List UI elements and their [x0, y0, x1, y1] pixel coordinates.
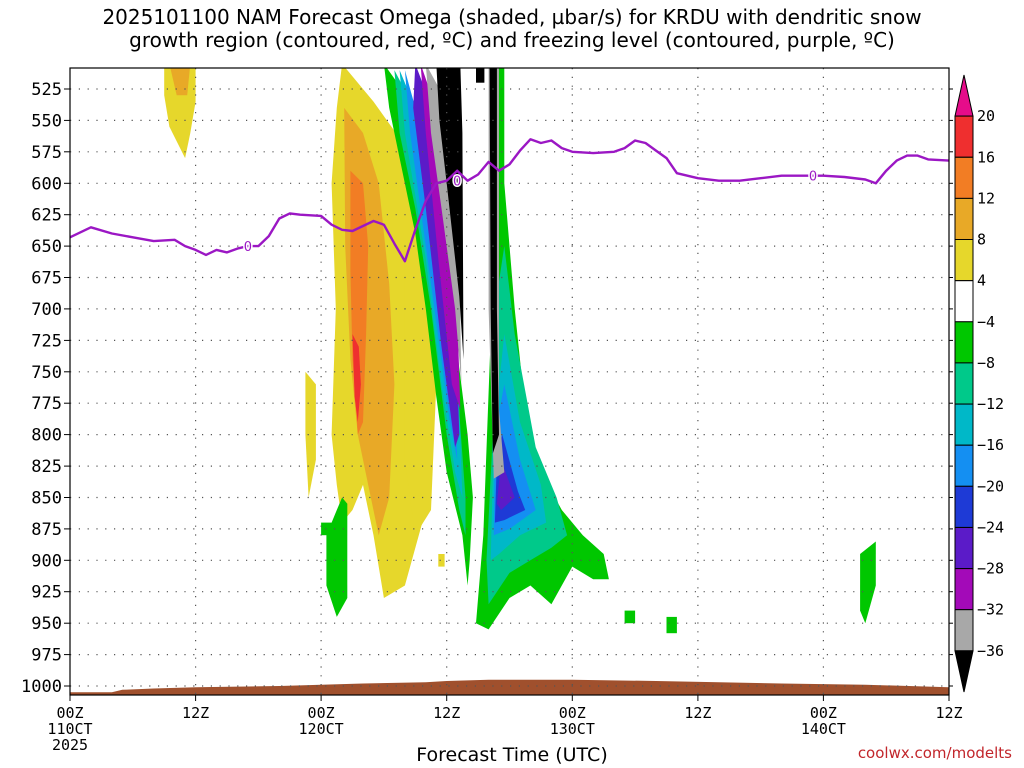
plot-frame	[69, 67, 950, 696]
y-axis: 525 550 575 600 625 650 675 700 725 750 775 800 825 8…	[21, 80, 953, 697]
y-tick-label: 650	[31, 237, 62, 257]
y-tick-label: 600	[31, 174, 62, 194]
colorbar-swatch	[954, 239, 974, 282]
colorbar-swatch	[954, 485, 974, 528]
y-tick-label: 1000	[21, 677, 62, 697]
y-tick-label: 725	[31, 331, 62, 351]
colorbar-swatch	[954, 609, 974, 652]
colorbar-label: 8	[977, 231, 986, 249]
freezing-level-line	[70, 138, 949, 263]
x-tick-label: 00Z	[810, 704, 837, 722]
colorbar-swatch	[954, 280, 974, 323]
chart-title: 2025101100 NAM Forecast Omega (shaded, µ…	[0, 6, 1024, 52]
y-tick-label: 875	[31, 520, 62, 540]
y-tick-label: 775	[31, 394, 62, 414]
omega-region	[624, 610, 636, 624]
x-tick-label: 00Z	[308, 704, 335, 722]
y-tick-label: 950	[31, 614, 62, 634]
y-tick-label: 850	[31, 489, 62, 509]
x-axis-label: Forecast Time (UTC)	[416, 744, 608, 766]
x-tick-label: 12Z	[684, 704, 711, 722]
freezing-level-label: 0	[244, 240, 252, 255]
omega-region	[305, 371, 316, 498]
colorbar-label: −8	[977, 354, 995, 372]
y-tick-label: 975	[31, 646, 62, 666]
y-tick-label: 750	[31, 363, 62, 383]
omega-region	[326, 497, 348, 617]
omega-region	[666, 616, 677, 634]
omega-region	[420, 68, 461, 410]
colorbar-label: 4	[977, 272, 986, 290]
colorbar-label: 12	[977, 189, 995, 207]
y-tick-label: 575	[31, 143, 62, 163]
freezing-level-label: 0	[809, 170, 817, 185]
x-tick-label: 120CT	[299, 720, 344, 738]
colorbar-label: −12	[977, 395, 1004, 413]
title-line-1: 2025101100 NAM Forecast Omega (shaded, µ…	[102, 5, 922, 29]
omega-region	[413, 68, 460, 448]
x-tick-label: 12Z	[182, 704, 209, 722]
y-tick-label: 925	[31, 583, 62, 603]
x-tick-label: 130CT	[550, 720, 595, 738]
y-tick-label: 550	[31, 111, 62, 131]
colorbar: 20 16 12 8 4 −4 −8 −12 −16 −20 −24 −28 −32 −36	[954, 74, 1004, 693]
colorbar-swatch	[954, 527, 974, 570]
y-tick-label: 825	[31, 457, 62, 477]
colorbar-swatch	[954, 403, 974, 446]
omega-region	[476, 68, 485, 83]
x-tick-label: 12Z	[433, 704, 460, 722]
y-tick-label: 675	[31, 269, 62, 289]
ground-layer	[70, 679, 949, 695]
colorbar-label: −20	[977, 477, 1004, 495]
colorbar-swatch	[954, 321, 974, 364]
credit-link[interactable]: coolwx.com/modelts	[857, 744, 1012, 762]
x-tick-label: 2025	[52, 736, 88, 754]
y-tick-label: 525	[31, 80, 62, 100]
y-tick-label: 800	[31, 426, 62, 446]
colorbar-swatch	[954, 156, 974, 199]
omega-region	[352, 334, 361, 423]
y-tick-label: 625	[31, 206, 62, 226]
colorbar-swatch	[954, 444, 974, 487]
ground-surface	[70, 679, 949, 695]
freezing-level-label: 0	[453, 175, 461, 190]
title-line-2: growth region (contoured, red, ºC) and f…	[129, 28, 895, 52]
omega-region	[438, 554, 445, 567]
colorbar-label: −32	[977, 601, 1004, 619]
colorbar-cap-top	[954, 74, 974, 117]
colorbar-label: −28	[977, 560, 1004, 578]
colorbar-swatch	[954, 197, 974, 240]
colorbar-label: −24	[977, 519, 1004, 537]
colorbar-cap-bottom	[954, 650, 974, 693]
y-tick-label: 700	[31, 300, 62, 320]
x-tick-label: 00Z	[559, 704, 586, 722]
colorbar-label: −16	[977, 436, 1004, 454]
x-tick-label: 00Z	[56, 704, 83, 722]
omega-region	[426, 68, 462, 385]
omega-region	[860, 541, 876, 624]
colorbar-swatch	[954, 115, 974, 158]
colorbar-label: 16	[977, 148, 995, 166]
x-tick-label: 12Z	[935, 704, 962, 722]
x-tick-label: 110CT	[47, 720, 92, 738]
colorbar-label: −36	[977, 642, 1004, 660]
omega-region	[164, 68, 196, 159]
colorbar-label: −4	[977, 313, 995, 331]
omega-shading	[164, 68, 876, 634]
colorbar-label: 20	[977, 107, 995, 125]
y-tick-label: 900	[31, 551, 62, 571]
omega-region	[436, 68, 464, 360]
freezing-level-layer: 0 0 0	[70, 138, 949, 263]
colorbar-swatch	[954, 568, 974, 611]
colorbar-swatch	[954, 362, 974, 405]
x-tick-label: 140CT	[801, 720, 846, 738]
